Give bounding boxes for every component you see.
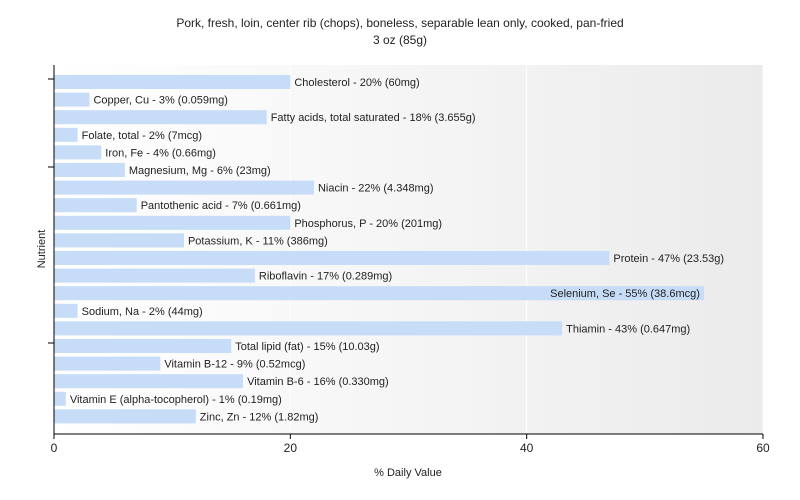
x-tick-label: 60 <box>756 441 770 455</box>
x-tick-label: 40 <box>520 441 534 455</box>
bar-label: Protein - 47% (23.53g) <box>613 253 724 265</box>
bar <box>54 409 196 424</box>
bar <box>54 127 78 142</box>
bar <box>54 110 267 125</box>
bar-label: Riboflavin - 17% (0.289mg) <box>259 271 392 283</box>
bar <box>54 145 102 160</box>
chart-subtitle: 3 oz (85g) <box>373 33 427 47</box>
bar <box>54 215 291 230</box>
bar <box>54 356 161 371</box>
bar-label: Total lipid (fat) - 15% (10.03g) <box>235 341 379 353</box>
bar-label: Vitamin E (alpha-tocopherol) - 1% (0.19m… <box>70 394 282 406</box>
axes: 0 20 40 60 <box>48 65 770 455</box>
bar-label: Cholesterol - 20% (60mg) <box>294 77 419 89</box>
bar-label: Pantothenic acid - 7% (0.661mg) <box>141 200 301 212</box>
bar <box>54 339 232 353</box>
bar <box>54 198 137 213</box>
bar-label: Phosphorus, P - 20% (201mg) <box>294 218 442 230</box>
bar <box>54 391 66 406</box>
bar-label: Sodium, Na - 2% (44mg) <box>82 306 203 318</box>
grid-lines <box>289 65 764 434</box>
bar-label: Iron, Fe - 4% (0.66mg) <box>105 147 216 159</box>
bar <box>54 163 125 177</box>
bar <box>54 321 563 336</box>
bar <box>54 92 90 107</box>
chart-title: Pork, fresh, loin, center rib (chops), b… <box>176 16 623 30</box>
bar-label: Copper, Cu - 3% (0.059mg) <box>93 95 228 107</box>
x-axis-title: % Daily Value <box>374 467 442 479</box>
bar <box>54 303 78 318</box>
bar-label: Thiamin - 43% (0.647mg) <box>566 323 690 335</box>
bar <box>54 268 255 283</box>
bar <box>54 374 244 389</box>
bar-label: Zinc, Zn - 12% (1.82mg) <box>200 411 319 423</box>
bar-label: Fatty acids, total saturated - 18% (3.65… <box>271 112 476 124</box>
bars <box>54 75 704 424</box>
plot-background <box>54 65 763 434</box>
bar-label: Folate, total - 2% (7mcg) <box>82 130 202 142</box>
bar <box>54 180 314 195</box>
x-tick-label: 0 <box>51 441 58 455</box>
x-tick-label: 20 <box>284 441 298 455</box>
bar-label: Potassium, K - 11% (386mg) <box>188 235 328 247</box>
bar-label: Vitamin B-6 - 16% (0.330mg) <box>247 376 389 388</box>
bar <box>54 75 291 89</box>
bar-label: Selenium, Se - 55% (38.6mcg) <box>550 288 700 300</box>
bar <box>54 286 704 301</box>
y-axis-title: Nutrient <box>36 230 48 269</box>
bar-label: Vitamin B-12 - 9% (0.52mcg) <box>164 359 305 371</box>
bar-label: Magnesium, Mg - 6% (23mg) <box>129 165 271 177</box>
bar-label: Niacin - 22% (4.348mg) <box>318 183 434 195</box>
bar <box>54 251 610 265</box>
bar-labels: Cholesterol - 20% (60mg) Copper, Cu - 3% … <box>70 77 724 423</box>
bar <box>54 233 184 248</box>
